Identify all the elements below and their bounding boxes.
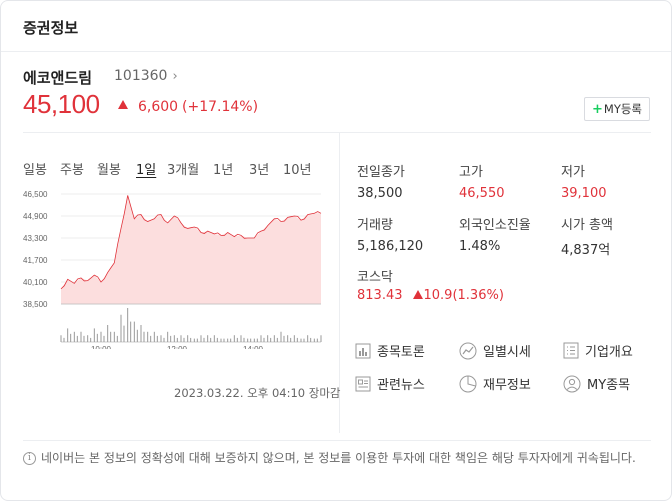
- pie-icon: [459, 375, 477, 392]
- stat-value: 46,550: [459, 186, 505, 201]
- link-label: 관련뉴스: [377, 378, 425, 393]
- info-icon: i: [23, 452, 36, 465]
- tab-3-years[interactable]: 3년: [249, 163, 270, 178]
- chart-bar-icon: [355, 343, 371, 358]
- price-change: 6,600: [138, 99, 179, 115]
- stat-value: 38,500: [357, 186, 403, 201]
- stat-label: 거래량: [357, 218, 393, 233]
- tab-daily-candle[interactable]: 일봉: [23, 163, 47, 178]
- link-company-overview[interactable]: 기업개요: [563, 341, 633, 360]
- plus-icon: +: [591, 101, 603, 117]
- index-value: 813.43: [357, 288, 403, 303]
- stock-code-link[interactable]: 101360 ›: [114, 68, 178, 84]
- price-line: [60, 195, 322, 290]
- y-tick-label: 40,100: [23, 278, 48, 287]
- link-label: 일별시세: [483, 345, 531, 360]
- my-register-button[interactable]: + MY등록: [584, 97, 650, 121]
- link-related-news[interactable]: 관련뉴스: [355, 374, 425, 393]
- stat-label: 코스닥: [357, 270, 393, 285]
- current-price: 45,100: [23, 89, 100, 119]
- stat-label: 외국인소진율: [459, 218, 531, 233]
- divider: [23, 132, 651, 133]
- document-icon: [563, 342, 579, 359]
- tab-10-years[interactable]: 10년: [283, 163, 312, 178]
- y-tick-label: 43,300: [23, 234, 48, 243]
- price-change-percent: (+17.14%): [182, 99, 259, 115]
- link-label: MY종목: [587, 378, 631, 393]
- trend-icon: [459, 342, 477, 359]
- stat-value: 39,100: [561, 186, 607, 201]
- price-chart[interactable]: 46,500 44,900 43,300 41,700 40,100 38,500 10:0…: [23, 184, 323, 349]
- stat-high: 고가 46,550: [459, 161, 505, 201]
- stat-label: 고가: [459, 165, 483, 180]
- disclaimer-text: 네이버는 본 정보의 정확성에 대해 보증하지 않으며, 본 정보를 이용한 투…: [41, 451, 636, 465]
- link-discussion[interactable]: 종목토론: [355, 341, 425, 360]
- x-tick-label: 14:00: [243, 345, 264, 349]
- up-arrow-icon: [118, 100, 128, 109]
- index-change-percent: (1.36%): [452, 288, 504, 303]
- stat-value: 4,837억: [561, 243, 611, 258]
- link-label: 종목토론: [377, 345, 425, 360]
- y-tick-label: 46,500: [23, 190, 48, 199]
- stock-code: 101360: [114, 68, 168, 84]
- period-tabs: 일봉 주봉 월봉 1일 3개월 1년 3년 10년: [23, 159, 312, 178]
- up-arrow-icon: [412, 290, 423, 299]
- stat-volume: 거래량 5,186,120: [357, 214, 423, 254]
- link-label: 재무정보: [483, 378, 531, 393]
- index-change: 10.9: [423, 288, 453, 303]
- stat-market-cap: 시가 총액 4,837억: [561, 214, 613, 258]
- disclaimer: i 네이버는 본 정보의 정확성에 대해 보증하지 않으며, 본 정보를 이용한…: [23, 440, 651, 491]
- link-my-stocks[interactable]: MY종목: [563, 374, 630, 393]
- stock-name[interactable]: 에코앤드림: [23, 69, 93, 87]
- my-register-label: MY등록: [603, 102, 642, 116]
- stat-value: 5,186,120: [357, 239, 424, 254]
- y-tick-label: 38,500: [23, 300, 48, 309]
- stat-low: 저가 39,100: [561, 161, 607, 201]
- person-icon: [563, 375, 581, 392]
- tab-monthly-candle[interactable]: 월봉: [97, 163, 121, 178]
- tab-1-year[interactable]: 1년: [213, 163, 234, 178]
- y-tick-label: 41,700: [23, 256, 48, 265]
- stat-label: 전일종가: [357, 165, 405, 180]
- card-header: 증권정보: [1, 1, 671, 52]
- index-values: 813.43 10.9(1.36%): [357, 288, 504, 303]
- news-icon: [355, 376, 371, 391]
- stat-label: 시가 총액: [561, 218, 613, 233]
- vertical-divider: [339, 133, 340, 433]
- tab-weekly-candle[interactable]: 주봉: [60, 163, 84, 178]
- card-title: 증권정보: [23, 19, 79, 37]
- link-label: 기업개요: [585, 345, 633, 360]
- y-tick-label: 44,900: [23, 212, 48, 221]
- link-daily-price[interactable]: 일별시세: [459, 341, 531, 360]
- tab-1-day[interactable]: 1일: [136, 163, 157, 178]
- chevron-right-icon: ›: [172, 69, 178, 84]
- stat-prev-close: 전일종가 38,500: [357, 161, 405, 201]
- tab-3-months[interactable]: 3개월: [167, 163, 200, 178]
- x-tick-label: 10:00: [91, 345, 112, 349]
- link-financial-info[interactable]: 재무정보: [459, 374, 531, 393]
- stat-value: 1.48%: [459, 239, 501, 254]
- stat-label: 저가: [561, 165, 585, 180]
- stat-foreign-ownership: 외국인소진율 1.48%: [459, 214, 531, 254]
- market-close-timestamp: 2023.03.22. 오후 04:10 장마감: [174, 386, 341, 400]
- x-tick-label: 12:00: [167, 345, 188, 349]
- price-area: [61, 195, 321, 304]
- stat-index: 코스닥: [357, 266, 393, 285]
